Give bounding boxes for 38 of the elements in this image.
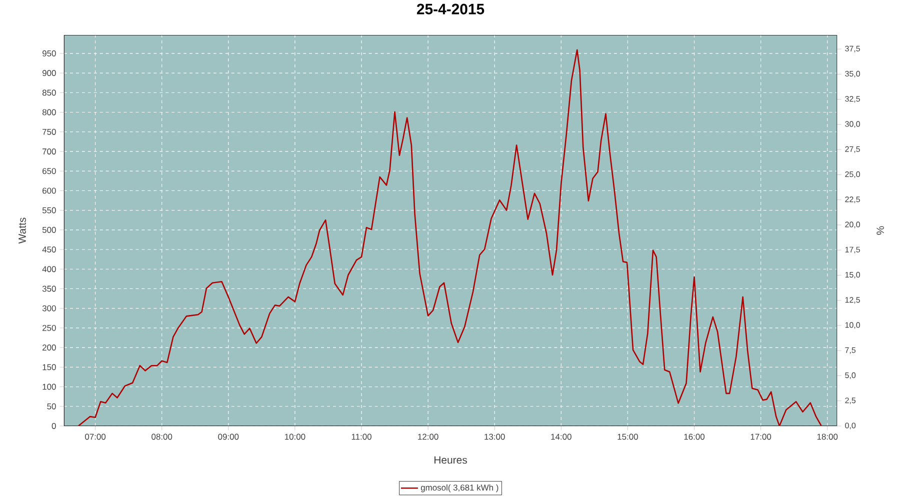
x-tick-label: 17:00: [750, 434, 772, 440]
y-tick-label: 150: [42, 364, 56, 370]
y-tick-label: 450: [42, 246, 56, 252]
x-tick-label: 10:00: [284, 434, 306, 440]
x-tick-label: 15:00: [618, 434, 638, 440]
y-tick-label: 200: [42, 344, 56, 351]
y-tick-label: 50: [47, 403, 56, 410]
legend-label: gmosol( 3,681 kWh ): [420, 484, 498, 492]
y-tick-label: 850: [42, 90, 56, 96]
chart-title: 25-4-2015: [416, 4, 484, 14]
y-tick-label: 950: [42, 50, 56, 56]
x-tick-label: 14:00: [551, 434, 572, 440]
y-tick-label: 650: [42, 168, 56, 174]
y-tick-label: 800: [42, 109, 56, 116]
y-tick-label: 500: [42, 226, 56, 233]
y-axis-title: Watts: [18, 218, 26, 244]
y-tick-label: 900: [42, 70, 56, 76]
x-tick-label: 09:00: [218, 434, 239, 440]
x-tick-label: 18:00: [817, 434, 838, 440]
y-tick-label: 0: [52, 422, 56, 429]
y-tick-label: 250: [42, 324, 56, 331]
y2-axis-title: %: [876, 226, 884, 235]
x-axis-title: Heures: [434, 456, 467, 464]
line-series: [78, 49, 822, 426]
x-tick-label: 12:00: [418, 434, 438, 440]
y-tick-label: 100: [42, 384, 56, 390]
x-tick-label: 08:00: [152, 434, 172, 440]
y-tick-label: 600: [42, 188, 56, 194]
x-tick-label: 07:00: [85, 434, 106, 440]
x-tick-label: 11:00: [352, 434, 372, 440]
x-tick-label: 16:00: [684, 434, 705, 440]
y-tick-label: 300: [42, 305, 56, 312]
y-tick-label: 550: [42, 207, 56, 214]
y-tick-label: 350: [42, 286, 56, 292]
y-tick-label: 750: [42, 128, 56, 135]
y-tick-label: 400: [42, 266, 56, 272]
y-tick-label: 700: [42, 148, 56, 154]
x-tick-label: 13:00: [484, 434, 505, 440]
